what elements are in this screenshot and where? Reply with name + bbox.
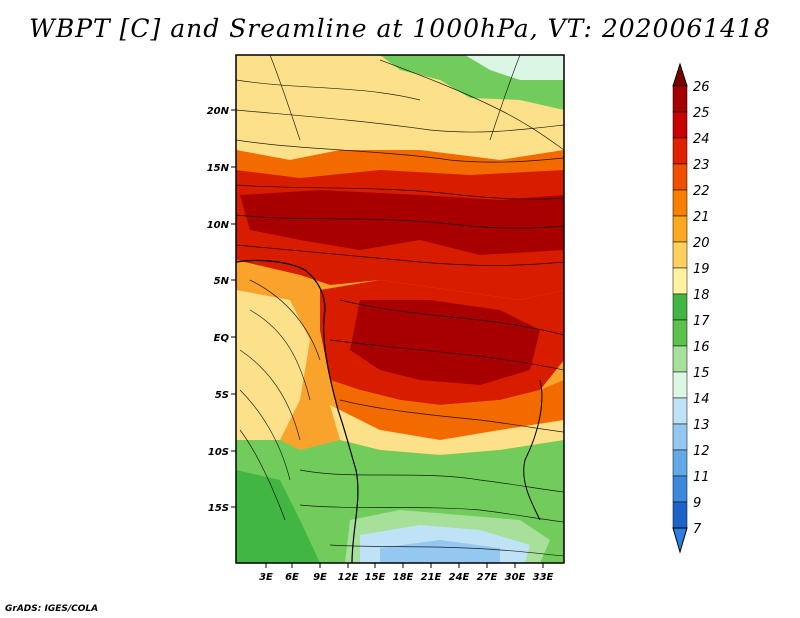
colorbar-label: 7	[693, 522, 702, 537]
lat-tick-label: 10S	[208, 447, 229, 458]
lon-tick-label: 3E	[259, 572, 273, 583]
colorbar-label: 26	[693, 80, 710, 95]
colorbar-label: 12	[693, 444, 710, 459]
colorbar-label: 23	[693, 158, 710, 173]
lon-tick-label: 12E	[338, 572, 359, 583]
colorbar-label: 19	[693, 262, 710, 277]
lon-tick-label: 6E	[285, 572, 299, 583]
lon-tick-label: 21E	[421, 572, 442, 583]
wbpt-field	[236, 55, 564, 563]
lon-tick-label: 24E	[449, 572, 470, 583]
colorbar-top-arrow	[672, 62, 688, 87]
lat-tick-label: 5S	[215, 390, 229, 401]
lon-tick-label: 27E	[477, 572, 498, 583]
colorbar-label: 22	[693, 184, 710, 199]
colorbar-bottom-arrow	[672, 527, 688, 554]
colorbar-label: 25	[693, 106, 710, 121]
chart-title: WBPT [C] and Sreamline at 1000hPa, VT: 2…	[29, 14, 771, 43]
colorbar: 26 25 24 23 22 21 20 19 18 17 16 15 14 1…	[672, 62, 710, 554]
lon-tick-label: 18E	[393, 572, 414, 583]
lon-tick-label: 15E	[365, 572, 386, 583]
colorbar-label: 14	[693, 392, 710, 407]
lat-tick-label: 5N	[214, 276, 230, 287]
lat-tick-label: 10N	[207, 220, 230, 231]
colorbar-label: 17	[693, 314, 710, 329]
lat-tick-label: 15S	[208, 503, 229, 514]
lon-tick-label: 9E	[313, 572, 327, 583]
colorbar-label: 24	[693, 132, 710, 147]
colorbar-label: 16	[693, 340, 710, 355]
colorbar-label: 9	[693, 496, 701, 511]
map-frame	[235, 54, 565, 564]
lat-tick-label: EQ	[214, 333, 230, 344]
colorbar-label: 13	[693, 418, 710, 433]
longitude-axis: 3E 6E 9E 12E 15E 18E 21E 24E 27E 30E 33E	[259, 563, 554, 583]
lat-tick-label: 15N	[207, 163, 230, 174]
lon-tick-label: 30E	[505, 572, 526, 583]
grads-credit: GrADS: IGES/COLA	[5, 604, 99, 614]
lat-tick-label: 20N	[207, 106, 230, 117]
colorbar-label: 15	[693, 366, 710, 381]
colorbar-label: 18	[693, 288, 710, 303]
colorbar-label: 21	[693, 210, 710, 225]
latitude-axis: 20N 15N 10N 5N EQ 5S 10S 15S	[207, 106, 236, 514]
colorbar-label: 20	[693, 236, 710, 251]
lon-tick-label: 33E	[533, 572, 554, 583]
colorbar-label: 11	[693, 470, 710, 485]
